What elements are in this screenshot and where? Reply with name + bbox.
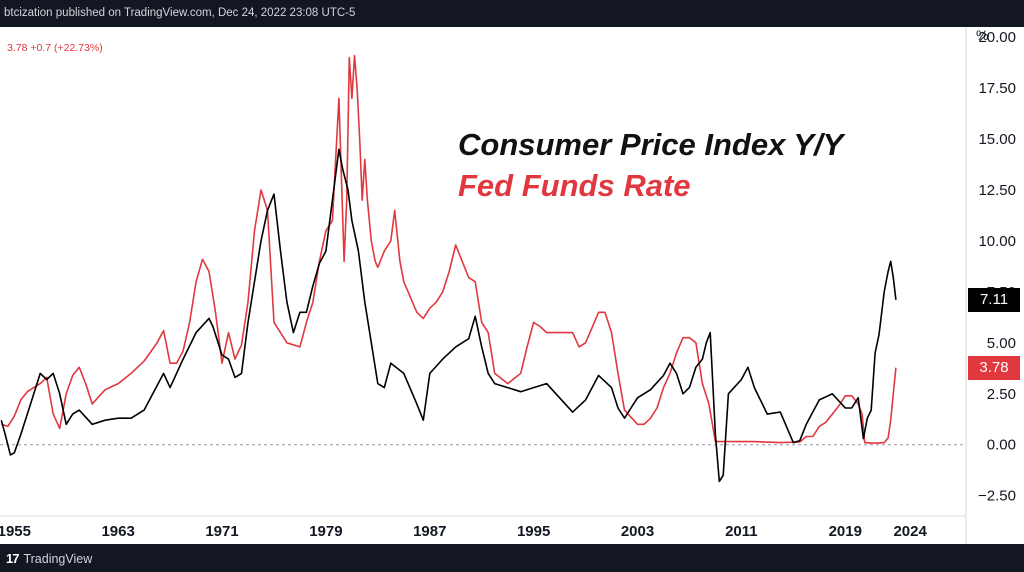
y-tick-label: 15.00 [978, 131, 1016, 148]
y-tick-label: −2.50 [978, 488, 1016, 505]
y-tick-label: 5.00 [987, 335, 1016, 352]
y-tick-label: 0.00 [987, 437, 1016, 454]
x-tick-label: 1955 [0, 523, 31, 540]
y-tick-label: 20.00 [978, 29, 1016, 46]
x-tick-label: 1987 [413, 523, 446, 540]
series-legend: 3.78 +0.7 (+22.73%) [7, 42, 103, 54]
y-tick-label: 10.00 [978, 233, 1016, 250]
y-tick-label: 2.50 [987, 386, 1016, 403]
x-tick-label: 1979 [309, 523, 342, 540]
chart-title: Consumer Price Index Y/Y [458, 127, 844, 162]
top-bar: btcization published on TradingView.com,… [0, 0, 1024, 27]
x-tick-label: 1995 [517, 523, 550, 540]
y-tick-label: 17.50 [978, 80, 1016, 97]
x-tick-label: 2024 [893, 523, 927, 540]
x-tick-label: 1963 [101, 523, 134, 540]
unit-label: % [976, 27, 989, 43]
published-info: btcization published on TradingView.com,… [4, 7, 356, 19]
cpi-last-value-badge: 7.11 [968, 287, 1020, 312]
x-tick-label: 1971 [205, 523, 238, 540]
fed-last-value-badge: 3.78 [968, 355, 1020, 380]
bottom-bar: 17 TradingView [0, 544, 1024, 572]
x-tick-label: 2019 [829, 523, 862, 540]
tradingview-brand[interactable]: 17 TradingView [6, 551, 92, 566]
y-tick-label: 12.50 [978, 182, 1016, 199]
x-tick-label: 2003 [621, 523, 654, 540]
series-line-fed-funds-rate [1, 54, 897, 444]
x-tick-label: 2011 [725, 523, 758, 540]
brand-name: TradingView [23, 551, 93, 566]
tradingview-logo-icon: 17 [6, 551, 20, 566]
series-line-cpi [0, 148, 897, 483]
chart-subtitle: Fed Funds Rate [458, 168, 691, 203]
